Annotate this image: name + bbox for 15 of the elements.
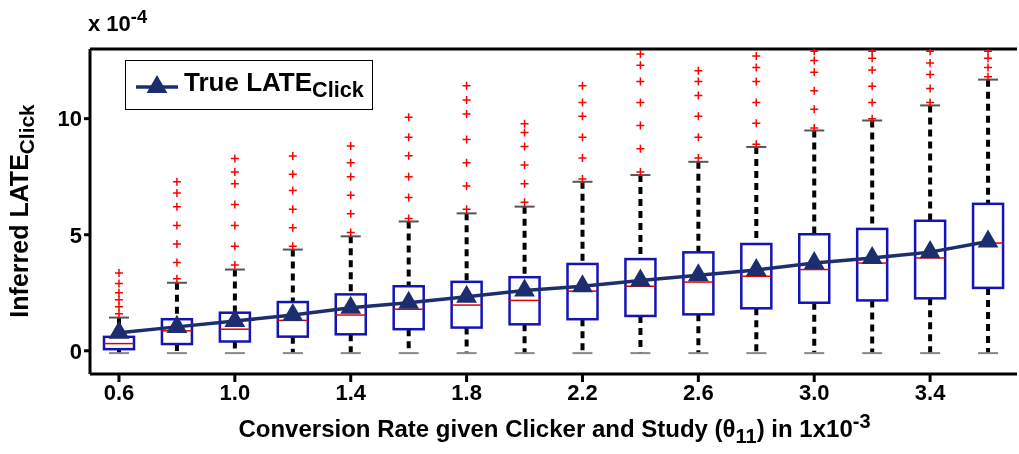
y-tick-label: 5 [69, 222, 82, 248]
x-tick-label: 1.8 [451, 379, 482, 405]
x-tick-label: 3.0 [798, 379, 830, 405]
y-tick-label: 0 [69, 338, 82, 364]
x-tick-label: 2.6 [683, 379, 714, 405]
x-axis-title: Conversion Rate given Clicker and Study (θ$_{11}$) in 1x10$^{-3}$ [237, 410, 872, 448]
x-tick-label: 3.4 [914, 379, 947, 405]
x-tick-label: 0.6 [103, 379, 135, 405]
legend-label: True LATE$_{Click}$ [184, 67, 364, 104]
point [109, 321, 129, 339]
x-tick-label: 1.4 [335, 379, 367, 405]
y-tick-label: 10 [57, 106, 82, 132]
x-tick-label: 1.0 [219, 379, 251, 405]
x-tick-label: 2.2 [567, 379, 598, 405]
text: x 10$^{-4}$ [88, 6, 148, 38]
